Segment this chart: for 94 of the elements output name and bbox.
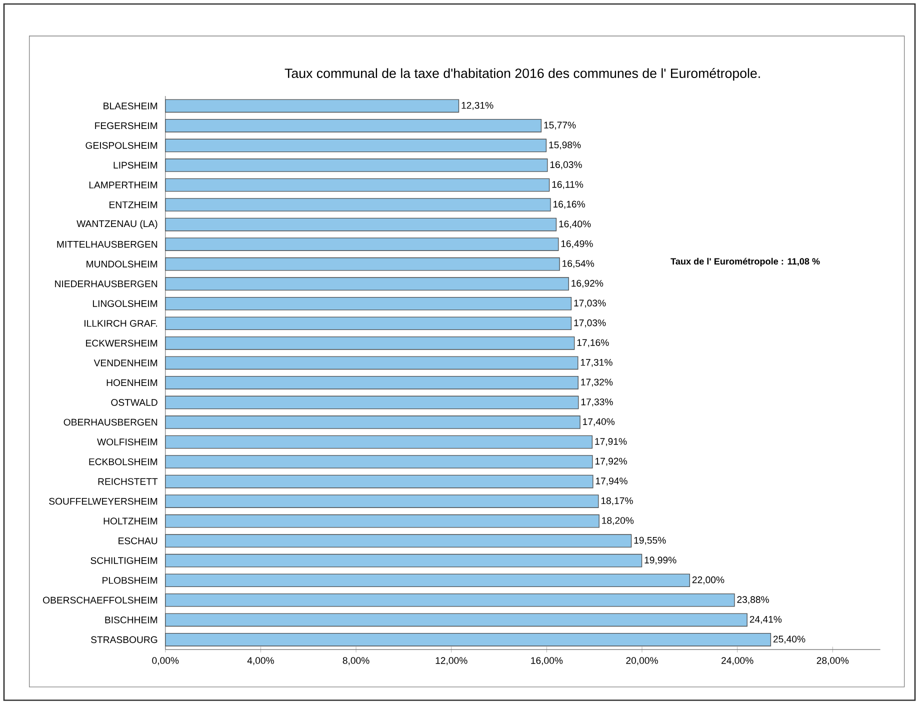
data-label: 17,94% xyxy=(596,478,628,486)
bar xyxy=(165,297,572,310)
data-label: 17,92% xyxy=(595,458,627,466)
x-tick-label: 4,00% xyxy=(247,657,274,666)
y-tick-label: REICHSTETT xyxy=(98,478,158,486)
data-label: 15,77% xyxy=(544,122,576,130)
data-label: 19,55% xyxy=(634,537,666,546)
y-tick-label: LIPSHEIM xyxy=(114,162,158,169)
bar xyxy=(165,258,560,271)
bar xyxy=(165,218,557,232)
y-tick-label: STRASBOURG xyxy=(91,636,158,644)
bar xyxy=(165,594,735,608)
y-tick-label: WOLFISHEIM xyxy=(97,438,158,446)
x-tick-label: 24,00% xyxy=(722,657,754,666)
x-tick-label: 0,00% xyxy=(152,657,179,666)
bar xyxy=(165,336,575,350)
y-tick-label: BLAESHEIM xyxy=(104,102,158,110)
y-tick-label: OBERSCHAEFFOLSHEIM xyxy=(43,596,158,604)
x-tick-label: 16,00% xyxy=(531,657,563,666)
y-tick-label: VENDENHEIM xyxy=(94,360,158,366)
y-tick-label: OBERHAUSBERGEN xyxy=(64,419,158,426)
data-label: 16,92% xyxy=(572,280,604,288)
y-tick-label: WANTZENAU (LA) xyxy=(76,220,158,230)
bar xyxy=(165,436,593,449)
data-label: 12,31% xyxy=(462,102,494,110)
data-label: 15,98% xyxy=(549,142,581,150)
y-tick-label: BISCHHEIM xyxy=(105,616,158,624)
bar xyxy=(165,99,460,113)
x-tick-label: 20,00% xyxy=(626,657,658,666)
data-label: 22,00% xyxy=(692,576,724,585)
data-label: 16,11% xyxy=(552,181,584,190)
bar xyxy=(165,613,748,627)
bar xyxy=(165,238,559,252)
bar xyxy=(165,138,547,152)
y-tick-label: SOUFFELWEYERSHEIM xyxy=(49,498,158,505)
bar xyxy=(165,554,642,568)
y-tick-label: ESCHAU xyxy=(118,538,158,544)
data-label: 19,99% xyxy=(644,556,676,565)
bar xyxy=(165,158,548,172)
bar xyxy=(165,396,579,410)
bar xyxy=(165,416,580,430)
y-tick-label: LAMPERTHEIM xyxy=(89,182,158,188)
y-tick-label: PLOBSHEIM xyxy=(102,577,158,584)
data-label: 24,41% xyxy=(750,616,782,624)
bar xyxy=(165,534,632,548)
x-tick-label: 28,00% xyxy=(816,657,849,666)
y-tick-label: MUNDOLSHEIM xyxy=(86,260,158,268)
y-tick-label: NIEDERHAUSBERGEN xyxy=(55,280,158,288)
y-tick-label: HOENHEIM xyxy=(106,379,158,386)
bar xyxy=(165,376,578,390)
data-label: 16,40% xyxy=(559,220,591,229)
data-label: 17,31% xyxy=(580,359,612,368)
bar xyxy=(165,475,594,488)
bar xyxy=(165,574,690,588)
data-label: 25,40% xyxy=(773,636,806,644)
data-label: 17,03% xyxy=(574,300,606,308)
x-tick-label: 8,00% xyxy=(342,657,370,666)
data-label: 16,03% xyxy=(550,161,582,170)
y-tick-label: MITTELHAUSBERGEN xyxy=(57,241,158,248)
y-tick-label: ECKWERSHEIM xyxy=(86,340,158,347)
bar xyxy=(165,277,569,291)
data-label: 17,91% xyxy=(595,438,627,446)
data-label: 16,54% xyxy=(562,260,594,268)
y-tick-label: SCHILTIGHEIM xyxy=(90,557,158,564)
y-tick-label: ENTZHEIM xyxy=(110,202,158,208)
bar xyxy=(165,514,600,528)
bar xyxy=(165,356,578,370)
bar xyxy=(165,178,550,192)
data-label: 17,33% xyxy=(581,398,613,407)
annotation: Taux de l' Eurométropole : 11,08 % xyxy=(670,258,820,267)
bar xyxy=(165,494,599,508)
data-label: 18,17% xyxy=(601,498,633,506)
data-label: 23,88% xyxy=(737,596,769,604)
data-label: 16,49% xyxy=(561,240,593,248)
data-label: 16,16% xyxy=(554,201,585,209)
data-label: 17,16% xyxy=(577,339,609,348)
data-label: 17,32% xyxy=(581,378,613,387)
data-label: 18,20% xyxy=(602,517,634,526)
y-tick-label: GEISPOLSHEIM xyxy=(86,142,158,150)
data-label: 17,40% xyxy=(583,418,615,426)
y-tick-label: HOLTZHEIM xyxy=(104,518,158,525)
bar xyxy=(165,455,593,469)
y-tick-label: ILLKIRCH GRAF. xyxy=(84,320,157,327)
bar xyxy=(165,633,772,647)
bar xyxy=(165,316,572,330)
y-tick-label: ECKBOLSHEIM xyxy=(89,458,158,466)
bar xyxy=(165,119,542,133)
y-tick-label: LINGOLSHEIM xyxy=(92,300,158,308)
y-tick-label: FEGERSHEIM xyxy=(95,122,158,130)
x-tick-label: 12,00% xyxy=(436,657,468,666)
chart-title: Taux communal de la taxe d'habitation 2016 des communes de l' Eurométropole. xyxy=(284,68,760,81)
data-label: 17,03% xyxy=(574,320,606,328)
y-tick-label: OSTWALD xyxy=(111,399,158,406)
bar xyxy=(165,198,551,212)
